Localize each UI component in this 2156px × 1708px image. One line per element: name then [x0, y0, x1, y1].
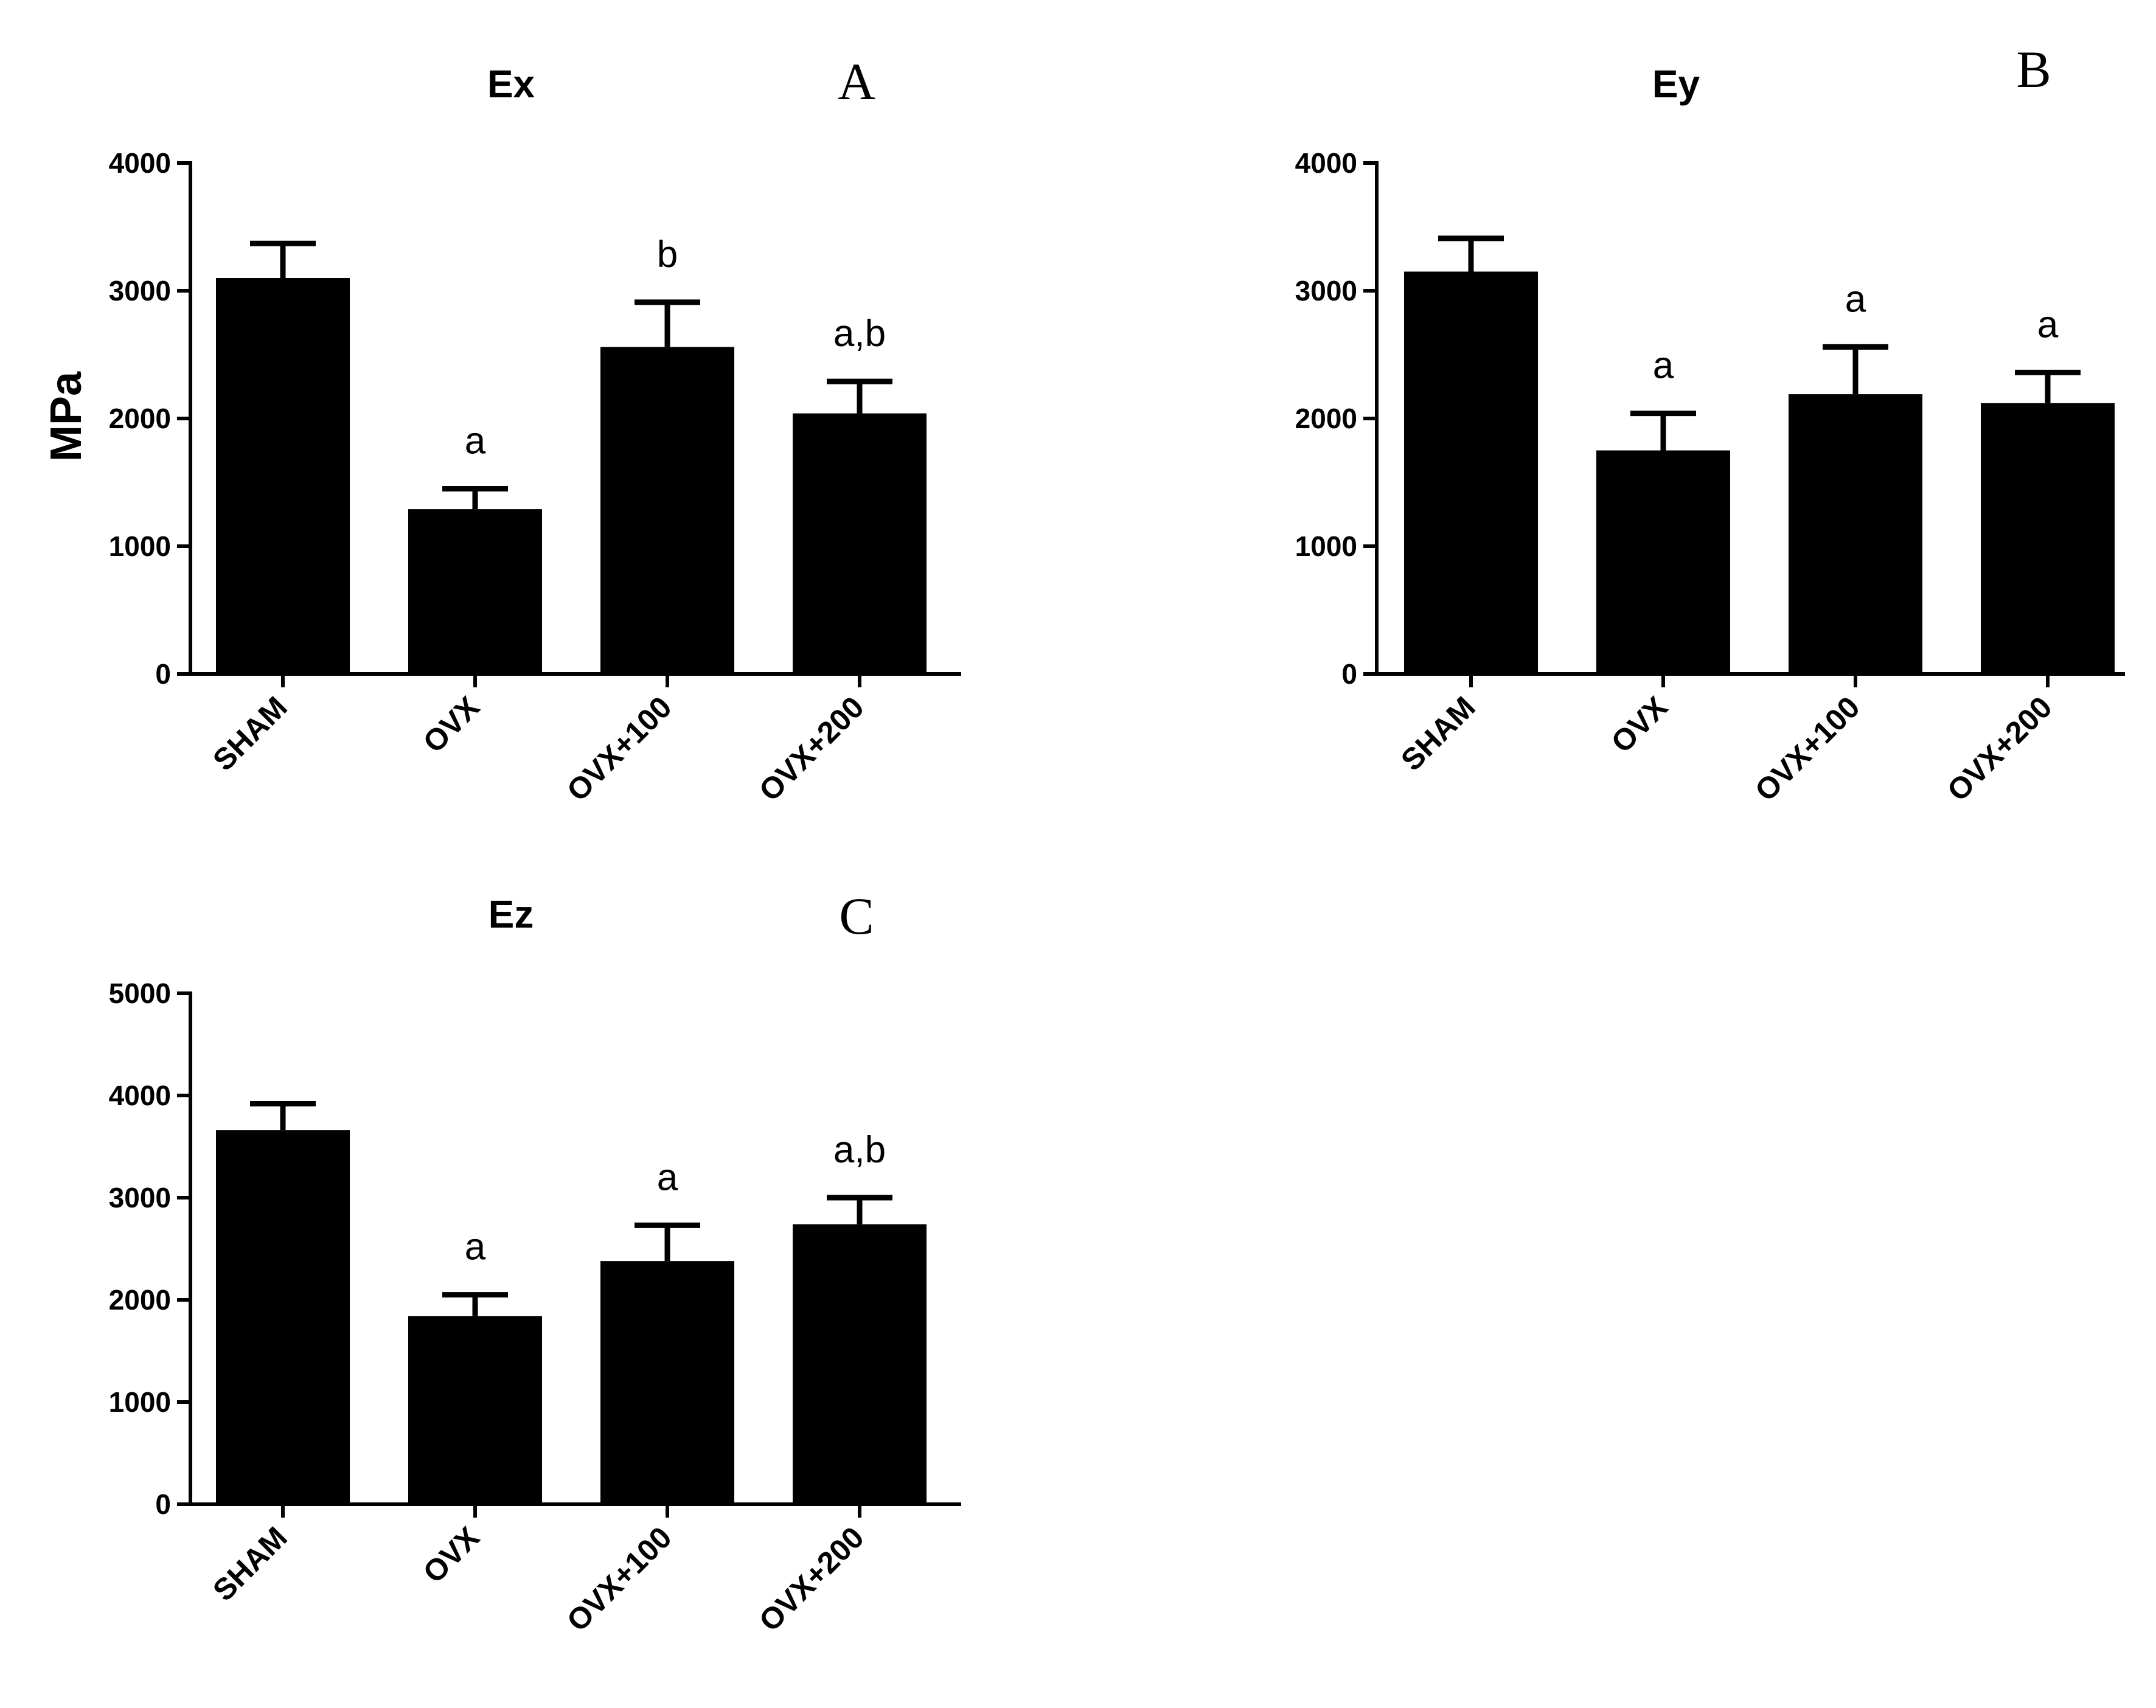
y-tick-label: 0 — [155, 1488, 171, 1520]
x-tick-label: OVX — [417, 690, 486, 759]
y-tick-label: 0 — [155, 658, 171, 690]
bar — [600, 347, 734, 674]
y-tick-label: 3000 — [109, 275, 171, 307]
bar — [1981, 403, 2115, 674]
panel-title: Ez — [489, 892, 534, 936]
x-tick-label: OVX+100 — [560, 690, 678, 808]
y-tick-label: 3000 — [109, 1182, 171, 1213]
bar — [793, 1224, 927, 1504]
bar — [408, 509, 542, 674]
bar — [408, 1316, 542, 1504]
y-tick-label: 4000 — [109, 1080, 171, 1111]
bar — [1404, 271, 1538, 674]
y-tick-label: 2000 — [1295, 403, 1357, 434]
x-tick-label: OVX+200 — [753, 690, 871, 808]
y-tick-label: 2000 — [109, 403, 171, 434]
y-tick-label: 1000 — [109, 1386, 171, 1418]
x-tick-label: OVX+200 — [753, 1520, 871, 1638]
significance-label: a,b — [833, 1129, 886, 1171]
panel-letter: B — [2016, 40, 2051, 99]
x-tick-label: OVX+200 — [1941, 690, 2059, 808]
y-tick-label: 2000 — [109, 1284, 171, 1316]
y-tick-label: 4000 — [1295, 147, 1357, 179]
x-tick-label: SHAM — [206, 1520, 294, 1608]
significance-label: a — [1845, 278, 1866, 320]
y-tick-label: 0 — [1341, 658, 1357, 690]
y-tick-label: 4000 — [109, 147, 171, 179]
significance-label: a — [465, 1226, 486, 1268]
y-tick-label: 3000 — [1295, 275, 1357, 307]
panel-c: Ez C SHAM a OVX a OVX+100 a,b OVX+200 0 1000 2000… — [109, 887, 961, 1638]
significance-label: a,b — [833, 313, 886, 355]
x-tick-label: OVX — [1605, 690, 1674, 759]
x-tick-label: SHAM — [1394, 690, 1482, 777]
bar — [216, 1130, 350, 1504]
bar — [793, 413, 927, 674]
y-tick-label: 5000 — [109, 977, 171, 1009]
x-tick-label: OVX — [417, 1520, 486, 1589]
bar — [1596, 450, 1730, 674]
significance-label: a — [657, 1156, 678, 1198]
x-tick-label: SHAM — [206, 690, 294, 777]
x-tick-label: OVX+100 — [560, 1520, 678, 1638]
panel-title: Ey — [1652, 62, 1700, 106]
significance-label: a — [2037, 304, 2059, 345]
panel-title: Ex — [487, 62, 535, 106]
y-tick-label: 1000 — [109, 530, 171, 562]
x-tick-label: OVX+100 — [1748, 690, 1866, 808]
bar — [600, 1261, 734, 1504]
significance-label: a — [465, 420, 486, 462]
panel-letter: A — [838, 52, 875, 111]
panel-a: Ex A MPa SHAM a OVX b OVX+100 a,b OVX+200 0 1000… — [42, 52, 961, 808]
bar — [216, 278, 350, 674]
bar — [1789, 394, 1922, 674]
panel-letter: C — [839, 887, 874, 945]
significance-label: b — [657, 234, 678, 276]
y-tick-label: 1000 — [1295, 530, 1357, 562]
panel-b: Ey B SHAM a OVX a OVX+100 a OVX+200 0 1000 2000 30… — [1295, 40, 2125, 808]
y-axis-label: MPa — [42, 371, 91, 462]
significance-label: a — [1653, 345, 1674, 387]
